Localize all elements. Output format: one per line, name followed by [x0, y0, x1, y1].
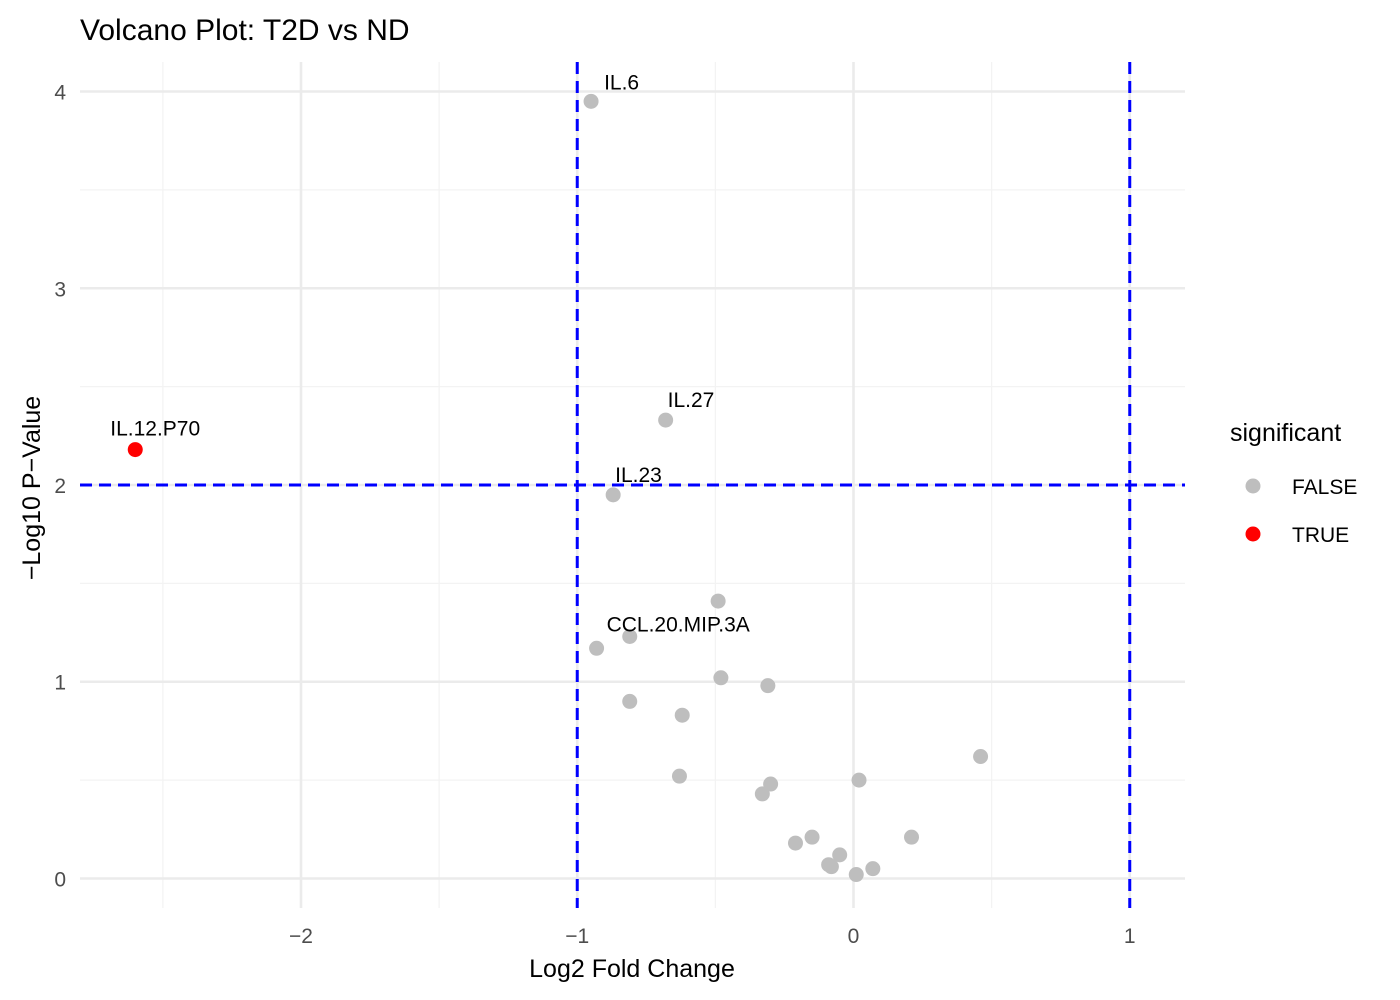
x-tick-labels: −2 −1 0 1 — [289, 925, 1136, 948]
threshold-lines — [80, 62, 1185, 908]
nonsignificant-point — [760, 678, 776, 694]
legend-key — [1245, 478, 1261, 494]
nonsignificant-point — [589, 640, 605, 656]
nonsignificant-point — [713, 670, 729, 686]
x-tick-label: −2 — [289, 925, 313, 948]
legend-key — [1245, 526, 1261, 542]
data-points — [127, 93, 989, 883]
nonsignificant-point — [658, 412, 674, 428]
nonsignificant-point — [787, 835, 803, 851]
chart-title: Volcano Plot: T2D vs ND — [80, 14, 410, 47]
significant-point — [127, 442, 143, 458]
nonsignificant-point — [605, 487, 621, 503]
point-label: IL.6 — [604, 71, 639, 94]
nonsignificant-point — [823, 859, 839, 875]
y-axis-title: −Log10 P−Value — [18, 396, 46, 580]
legend-label: FALSE — [1292, 476, 1357, 499]
y-tick-label: 3 — [54, 278, 66, 301]
point-label: IL.27 — [668, 389, 715, 412]
legend-title: significant — [1230, 419, 1341, 447]
nonsignificant-point — [754, 786, 770, 802]
y-tick-label: 1 — [54, 672, 66, 695]
nonsignificant-point — [710, 593, 726, 609]
x-tick-label: 1 — [1124, 925, 1136, 948]
nonsignificant-point — [832, 847, 848, 863]
legend: significant FALSE TRUE — [1230, 419, 1357, 547]
minor-gridlines — [80, 62, 1185, 908]
x-axis-title: Log2 Fold Change — [529, 955, 735, 983]
legend-entries: FALSE TRUE — [1245, 476, 1357, 547]
nonsignificant-point — [851, 772, 867, 788]
nonsignificant-point — [763, 776, 779, 792]
nonsignificant-point — [865, 861, 881, 877]
y-tick-labels: 0 1 2 3 4 — [54, 82, 66, 892]
x-tick-label: −1 — [565, 925, 589, 948]
nonsignificant-point — [804, 829, 820, 845]
nonsignificant-point — [848, 867, 864, 883]
nonsignificant-point — [622, 693, 638, 709]
y-tick-label: 4 — [54, 82, 66, 105]
nonsignificant-point — [973, 749, 989, 765]
point-labels: IL.12.P70 IL.6 IL.27 IL.23 CCL.20.MIP.3A — [110, 71, 750, 636]
y-tick-label: 0 — [54, 868, 66, 891]
nonsignificant-point — [622, 628, 638, 644]
point-label: IL.23 — [615, 464, 662, 487]
nonsignificant-point — [583, 93, 599, 109]
point-label: CCL.20.MIP.3A — [607, 613, 750, 636]
point-label: IL.12.P70 — [110, 418, 200, 441]
legend-label: TRUE — [1292, 524, 1349, 547]
y-tick-label: 2 — [54, 475, 66, 498]
nonsignificant-point — [904, 829, 920, 845]
x-tick-label: 0 — [848, 925, 860, 948]
nonsignificant-point — [671, 768, 687, 784]
nonsignificant-point — [674, 707, 690, 723]
